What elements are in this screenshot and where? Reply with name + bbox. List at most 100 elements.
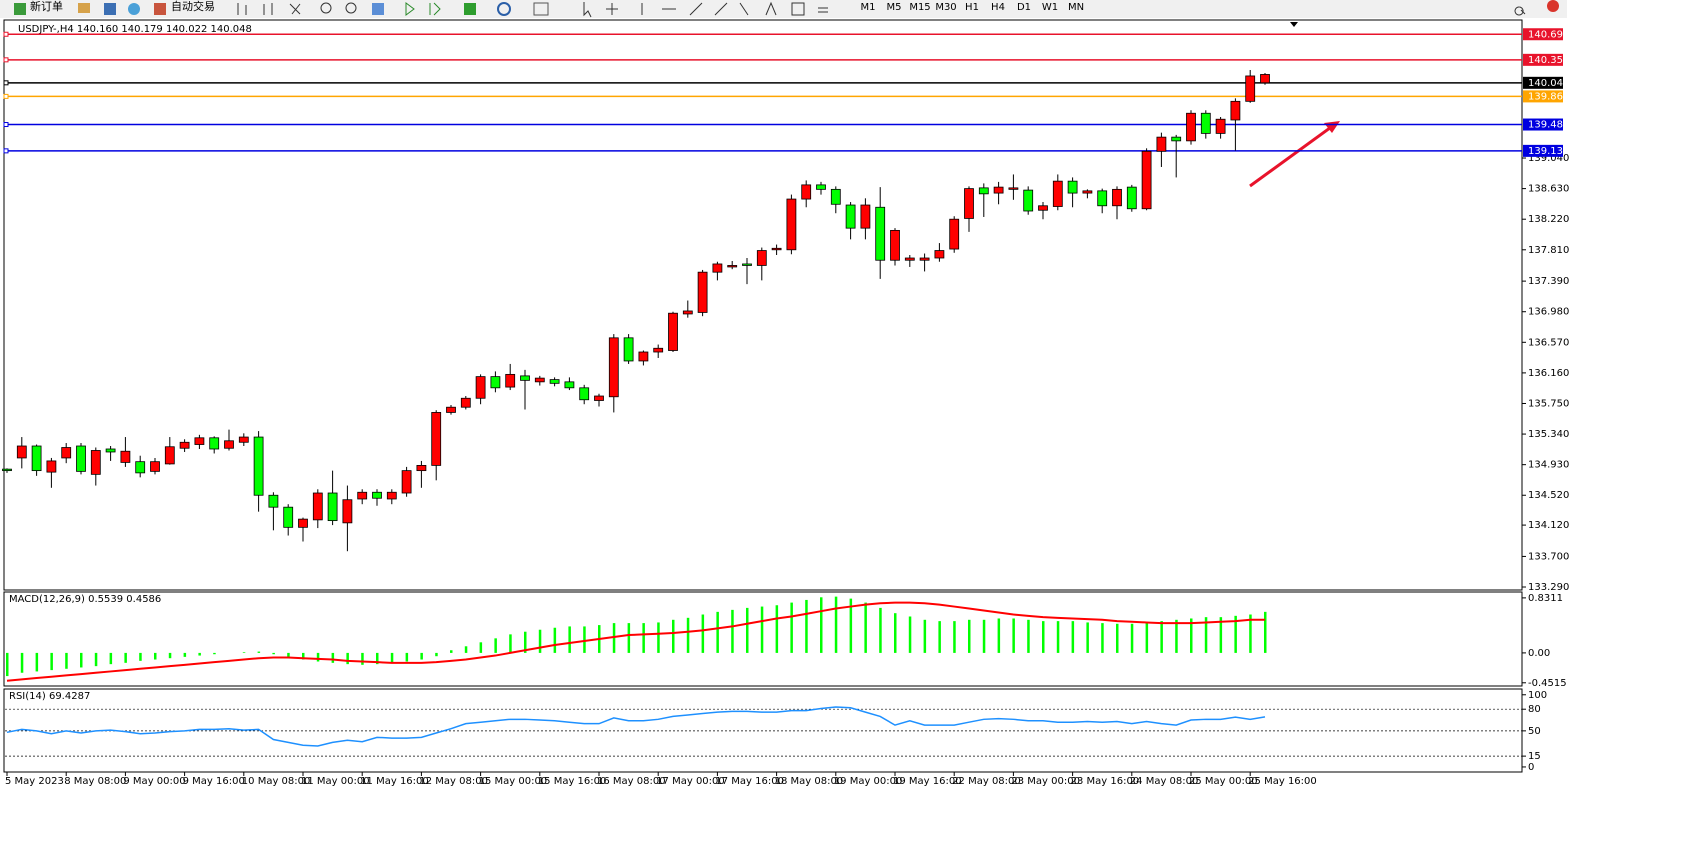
timeframe-button[interactable]: M15 [909, 2, 930, 13]
macd-signal [6, 601, 1265, 682]
price-tag [1523, 144, 1563, 157]
price-tag [1523, 90, 1563, 103]
annotation-arrow [1249, 123, 1335, 188]
candle-body [742, 263, 752, 266]
candle-body [1112, 188, 1122, 207]
macd-bar [1086, 622, 1089, 653]
candle-body [150, 461, 160, 472]
candle-body [860, 204, 871, 229]
macd-bar [331, 652, 335, 663]
macd-bar [657, 622, 660, 653]
candle-body [61, 447, 72, 459]
candle-body [801, 184, 812, 200]
macd-bar [20, 652, 24, 673]
macd-bar [346, 652, 349, 665]
candle-body [727, 265, 738, 268]
search[interactable] [1514, 6, 1526, 16]
toolbar [0, 0, 1567, 18]
macd-bar [1249, 614, 1252, 653]
candle-body [564, 381, 575, 389]
candle-body [283, 506, 294, 528]
auto-trading-button[interactable]: 自动交易 [171, 0, 215, 13]
macd-bar [820, 597, 823, 653]
candle-body [934, 250, 945, 259]
price-tag [1523, 118, 1563, 131]
candle-body [194, 437, 205, 445]
macd-bar [864, 602, 867, 653]
timeframe-button[interactable]: M30 [935, 2, 956, 13]
x-tick-label: 8 May 08:00 [64, 776, 126, 787]
macd-bar [524, 631, 527, 653]
toolbar-icons[interactable] [405, 2, 441, 16]
candle-body [697, 271, 708, 313]
toolbar-icon[interactable] [78, 3, 90, 13]
candle-body [179, 441, 190, 449]
zoom-out[interactable] [345, 2, 357, 14]
price-level-handle [3, 93, 9, 99]
templates[interactable] [533, 2, 549, 16]
y-tick-label: 134.930 [1528, 460, 1569, 471]
x-tick-label: 5 May 2023 [5, 776, 64, 787]
candle-body [771, 247, 782, 251]
macd-bar [435, 652, 438, 657]
indicators[interactable] [464, 3, 476, 15]
macd-bar [479, 642, 483, 653]
toolbar-icon[interactable] [104, 3, 116, 15]
timeframe-button[interactable]: H1 [965, 2, 979, 13]
tile-windows[interactable] [372, 3, 384, 15]
shift-marker [1290, 22, 1298, 27]
drawing-tools[interactable] [583, 1, 828, 18]
candle-body [342, 499, 353, 524]
candle-body [786, 198, 797, 251]
timeframe-button[interactable]: M1 [861, 2, 876, 13]
macd-bar [450, 650, 453, 653]
macd-title: MACD(12,26,9) 0.5539 0.4586 [9, 594, 161, 605]
y-tick-label: 80 [1528, 704, 1541, 715]
price-tag [1523, 76, 1563, 89]
candle-body [1215, 118, 1226, 134]
zoom-in[interactable] [320, 2, 332, 14]
timeframe-button[interactable]: D1 [1017, 2, 1031, 13]
macd-bar [938, 621, 941, 653]
x-tick-label: 11 May 16:00 [360, 776, 429, 787]
macd-bar [894, 613, 897, 653]
timeframe-button[interactable]: W1 [1042, 2, 1058, 13]
new-order-icon[interactable] [14, 3, 26, 15]
x-tick-label: 25 May 00:00 [1189, 776, 1258, 787]
macd-bar [701, 614, 705, 653]
macd-bar [583, 626, 586, 653]
chart-title: USDJPY-,H4 140.160 140.179 140.022 140.0… [18, 24, 252, 35]
price-tag-label: 140.356 [1528, 55, 1569, 66]
candle-body [401, 470, 412, 494]
candle-body [372, 491, 382, 499]
notifications[interactable] [1547, 0, 1559, 12]
macd-bar [760, 606, 764, 653]
macd-bar [213, 652, 216, 655]
x-tick-label: 17 May 00:00 [656, 776, 725, 787]
candle-body [416, 465, 427, 472]
macd-bar [316, 652, 320, 662]
toolbar-icons[interactable] [237, 3, 301, 15]
candle-body [1156, 136, 1167, 152]
candle-body [904, 257, 915, 261]
candle-body [1038, 205, 1048, 211]
timeframe-button[interactable]: H4 [991, 2, 1005, 13]
price-tag-label: 140.699 [1528, 29, 1569, 40]
x-tick-label: 25 May 16:00 [1248, 776, 1317, 787]
candle-body [431, 412, 442, 466]
periods[interactable] [497, 2, 511, 16]
macd-bar [790, 602, 793, 653]
new-order-button[interactable]: 新订单 [30, 0, 63, 13]
price-tag-label: 139.866 [1528, 91, 1569, 102]
toolbar-icon[interactable] [128, 3, 140, 15]
candle-body [638, 351, 649, 362]
auto-trading-icon[interactable] [154, 3, 166, 15]
timeframe-button[interactable]: M5 [887, 2, 902, 13]
timeframe-button[interactable]: MN [1068, 2, 1084, 13]
candle-body [1141, 150, 1152, 210]
y-tick-label: 134.520 [1528, 490, 1569, 501]
candle-body [1230, 100, 1241, 121]
candle-body [978, 187, 989, 195]
candle-body [327, 492, 338, 522]
